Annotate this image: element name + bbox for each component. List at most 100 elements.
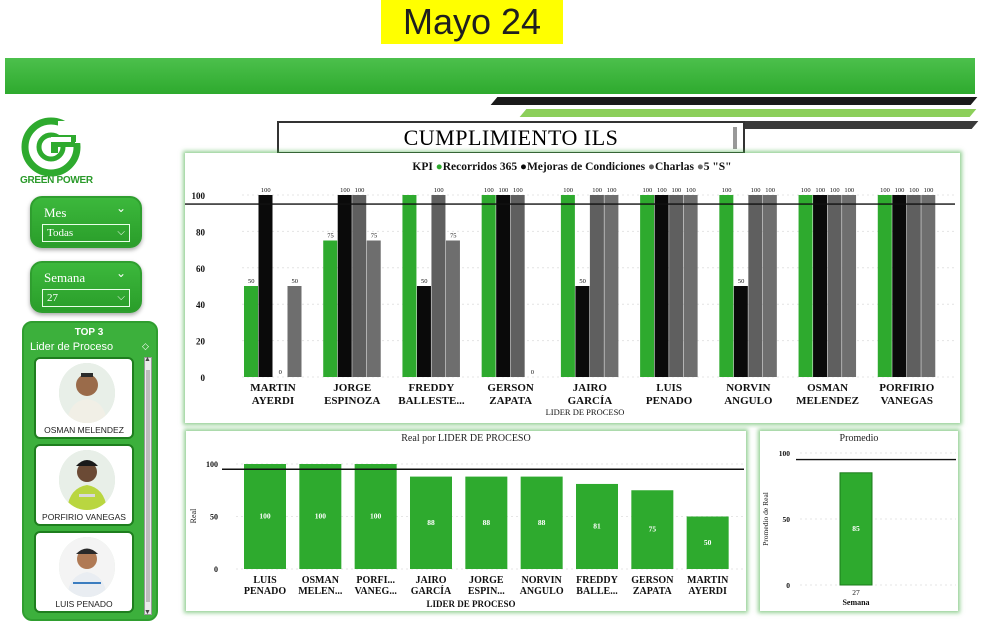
data-label: 81: [593, 521, 601, 530]
data-label: 88: [538, 518, 546, 527]
chevron-down-icon[interactable]: ⌄: [115, 201, 126, 215]
top3-scrollbar[interactable]: ▲ ▼: [144, 356, 152, 616]
x-tick-label: ZAPATA: [633, 586, 673, 597]
x-tick-label: PORFIRIO: [879, 382, 934, 394]
data-label: 100: [671, 187, 681, 194]
person-avatar-icon: [59, 537, 115, 597]
data-label: 100: [880, 187, 890, 194]
bar: [669, 195, 684, 377]
header-stripe-green: [519, 109, 977, 117]
data-label: 50: [421, 278, 428, 285]
x-tick-label: FREDDY: [409, 382, 455, 394]
data-label: 100: [751, 187, 761, 194]
bar: [654, 195, 669, 377]
bar: [589, 195, 604, 377]
bar: [839, 472, 873, 586]
data-label: 100: [830, 187, 840, 194]
data-label: 50: [738, 278, 745, 285]
chart-title: Real por LIDER DE PROCESO: [401, 433, 530, 444]
data-label: 100: [259, 512, 271, 521]
eraser-icon[interactable]: ◇: [142, 341, 149, 351]
logo-text: GREEN POWER: [20, 175, 93, 186]
x-tick-label: BALLESTE...: [398, 395, 465, 407]
bar: [244, 286, 258, 377]
bar: [921, 195, 936, 377]
dropdown-arrow-icon[interactable]: ⌵: [117, 227, 125, 238]
data-label: 100: [355, 187, 365, 194]
week-select-value: 27: [47, 292, 58, 304]
bar: [323, 240, 338, 377]
data-label: 100: [815, 187, 825, 194]
bar: [465, 476, 508, 569]
scrollbar-thumb[interactable]: [146, 370, 150, 602]
week-slicer[interactable]: Semana ⌄ 27 ⌵: [30, 261, 142, 313]
data-label: 75: [327, 233, 334, 240]
chart-title: Promedio: [840, 433, 879, 444]
x-tick-label: VANEGAS: [881, 395, 933, 407]
data-label: 100: [642, 187, 652, 194]
x-axis-title: LIDER DE PROCESO: [546, 407, 625, 417]
bar: [258, 195, 273, 377]
kpi-chart-panel: KPI ●Recorridos 365 ●Mejoras de Condicio…: [185, 153, 960, 423]
month-select-value: Todas: [47, 227, 74, 239]
x-tick-label: MELENDEZ: [796, 395, 859, 407]
scroll-up-icon[interactable]: ▲: [144, 356, 151, 363]
real-chart-panel: Real por LIDER DE PROCESO Real 0 50 100 100 LU…: [186, 431, 746, 611]
data-label: 50: [292, 278, 299, 285]
x-tick-label: LUIS: [656, 382, 682, 394]
x-tick-label: OSMAN: [302, 575, 340, 586]
month-slicer[interactable]: Mes ⌄ Todas ⌵: [30, 196, 142, 248]
leader-card[interactable]: PORFIRIO VANEGAS: [34, 444, 134, 526]
data-label: 75: [649, 525, 657, 534]
bar: [631, 490, 674, 569]
bar: [683, 195, 698, 377]
bar: [719, 195, 734, 377]
x-tick-label: MARTIN: [687, 575, 729, 586]
month-select[interactable]: Todas ⌵: [42, 224, 130, 242]
title-cursor: [733, 127, 737, 149]
data-label: 100: [844, 187, 854, 194]
bar: [748, 195, 763, 377]
y-tick-label: 20: [196, 337, 206, 347]
page-caption: Mayo 24: [381, 0, 563, 44]
leader-card[interactable]: LUIS PENADO: [34, 531, 134, 613]
y-tick-label: 0: [201, 373, 206, 383]
week-select[interactable]: 27 ⌵: [42, 289, 130, 307]
dashboard-title: CUMPLIMIENTO ILS: [277, 121, 745, 154]
data-label: 100: [434, 187, 444, 194]
y-tick-label: 100: [206, 460, 218, 469]
data-label: 100: [801, 187, 811, 194]
x-tick-label: MELEN...: [298, 586, 343, 597]
bar: [481, 195, 496, 377]
x-tick-label: GERSON: [487, 382, 534, 394]
dropdown-arrow-icon[interactable]: ⌵: [117, 292, 125, 303]
leader-card[interactable]: OSMAN MELENDEZ: [34, 357, 134, 439]
bar: [287, 286, 302, 377]
scroll-down-icon[interactable]: ▼: [144, 609, 151, 616]
chevron-down-icon[interactable]: ⌄: [115, 266, 126, 280]
x-tick-label: PENADO: [646, 395, 693, 407]
header-band: [5, 58, 975, 94]
bar: [402, 195, 417, 377]
bar: [416, 286, 431, 377]
data-label: 88: [427, 518, 435, 527]
x-tick-label: NORVIN: [726, 382, 770, 394]
y-tick-label: 40: [196, 300, 206, 310]
x-tick-label: FREDDY: [576, 575, 618, 586]
data-label: 100: [657, 187, 667, 194]
bar: [410, 476, 452, 569]
x-tick-label: GARCÍA: [568, 395, 613, 407]
top3-title: TOP 3: [74, 327, 104, 338]
x-tick-label: ANGULO: [520, 586, 564, 597]
leader-name: OSMAN MELENDEZ: [44, 425, 124, 435]
bar: [877, 195, 892, 377]
bar: [575, 286, 590, 377]
x-tick-label: ESPIN...: [468, 586, 505, 597]
bar: [496, 195, 511, 377]
data-label: 100: [607, 187, 617, 194]
data-label: 100: [499, 187, 509, 194]
y-tick-label: 100: [192, 191, 206, 201]
month-slicer-label: Mes: [44, 205, 67, 220]
y-tick-label: 100: [779, 449, 791, 458]
